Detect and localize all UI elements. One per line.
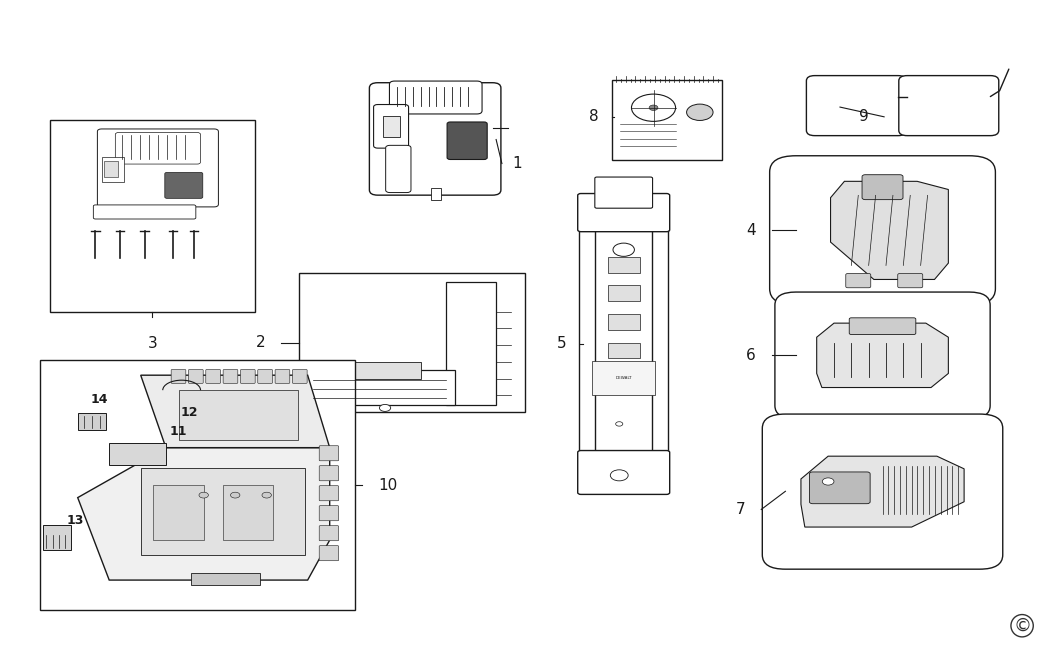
FancyBboxPatch shape xyxy=(257,369,273,384)
FancyBboxPatch shape xyxy=(385,145,411,193)
FancyBboxPatch shape xyxy=(319,526,338,541)
Text: 12: 12 xyxy=(181,406,197,419)
FancyBboxPatch shape xyxy=(806,76,906,136)
FancyBboxPatch shape xyxy=(849,318,916,334)
Circle shape xyxy=(631,94,675,121)
Bar xyxy=(40,360,355,610)
FancyBboxPatch shape xyxy=(319,546,338,561)
Bar xyxy=(109,443,166,465)
Circle shape xyxy=(687,104,713,121)
FancyBboxPatch shape xyxy=(898,273,923,288)
Circle shape xyxy=(822,478,834,485)
Circle shape xyxy=(649,105,658,110)
FancyBboxPatch shape xyxy=(370,82,501,195)
Circle shape xyxy=(231,492,239,498)
Bar xyxy=(608,286,639,301)
Bar xyxy=(153,485,204,540)
Bar xyxy=(191,572,260,585)
Bar xyxy=(611,80,722,160)
Bar xyxy=(592,361,655,395)
FancyBboxPatch shape xyxy=(447,122,487,160)
FancyBboxPatch shape xyxy=(390,81,482,114)
Circle shape xyxy=(610,470,628,481)
Text: 3: 3 xyxy=(147,336,157,351)
Text: 13: 13 xyxy=(67,514,84,527)
Text: 6: 6 xyxy=(747,347,756,363)
Text: 1: 1 xyxy=(512,156,522,171)
Bar xyxy=(78,413,106,430)
FancyBboxPatch shape xyxy=(171,369,186,384)
Bar xyxy=(178,390,298,440)
FancyBboxPatch shape xyxy=(292,369,308,384)
Text: 7: 7 xyxy=(736,502,746,517)
Circle shape xyxy=(615,422,623,426)
FancyBboxPatch shape xyxy=(93,205,195,219)
Bar xyxy=(299,273,525,412)
Bar xyxy=(104,161,119,177)
Bar xyxy=(50,120,255,312)
Polygon shape xyxy=(817,323,948,387)
Bar xyxy=(382,116,399,137)
Text: 5: 5 xyxy=(558,336,567,352)
FancyBboxPatch shape xyxy=(578,193,670,232)
Bar xyxy=(102,157,124,182)
Text: 4: 4 xyxy=(747,223,756,238)
Text: DEWALT: DEWALT xyxy=(615,376,632,380)
Bar xyxy=(652,201,668,487)
Text: 2: 2 xyxy=(256,335,266,350)
Circle shape xyxy=(200,492,208,498)
Text: 14: 14 xyxy=(91,393,108,406)
Polygon shape xyxy=(141,375,330,448)
Bar xyxy=(446,282,496,405)
FancyBboxPatch shape xyxy=(275,369,290,384)
FancyBboxPatch shape xyxy=(319,446,338,461)
Polygon shape xyxy=(831,181,948,280)
Bar xyxy=(430,188,441,200)
FancyBboxPatch shape xyxy=(775,292,990,419)
FancyBboxPatch shape xyxy=(319,506,338,520)
FancyBboxPatch shape xyxy=(374,104,408,148)
FancyBboxPatch shape xyxy=(762,414,1003,569)
Text: 10: 10 xyxy=(378,478,397,493)
FancyBboxPatch shape xyxy=(189,369,204,384)
FancyBboxPatch shape xyxy=(846,273,870,288)
Polygon shape xyxy=(801,456,964,527)
Text: 8: 8 xyxy=(589,109,598,125)
FancyBboxPatch shape xyxy=(770,156,995,305)
FancyBboxPatch shape xyxy=(862,175,903,200)
Circle shape xyxy=(613,243,634,256)
Text: 11: 11 xyxy=(170,425,187,438)
FancyBboxPatch shape xyxy=(594,177,653,208)
Bar xyxy=(309,362,421,378)
Bar xyxy=(608,257,639,273)
FancyBboxPatch shape xyxy=(206,369,220,384)
FancyBboxPatch shape xyxy=(810,472,870,504)
Polygon shape xyxy=(78,448,330,580)
Circle shape xyxy=(261,492,271,498)
FancyBboxPatch shape xyxy=(578,450,670,495)
Bar xyxy=(43,525,71,550)
FancyBboxPatch shape xyxy=(223,369,237,384)
Bar xyxy=(608,343,639,358)
Text: 9: 9 xyxy=(859,109,868,125)
Bar xyxy=(608,314,639,330)
Text: ©: © xyxy=(1013,617,1031,635)
FancyBboxPatch shape xyxy=(319,466,338,481)
FancyBboxPatch shape xyxy=(165,173,203,199)
FancyBboxPatch shape xyxy=(116,132,201,164)
Bar xyxy=(580,201,595,487)
FancyBboxPatch shape xyxy=(319,485,338,501)
Bar xyxy=(223,485,273,540)
FancyBboxPatch shape xyxy=(98,129,218,207)
Bar xyxy=(309,370,455,405)
Circle shape xyxy=(379,404,391,411)
Bar xyxy=(141,468,304,555)
FancyBboxPatch shape xyxy=(899,76,999,136)
FancyBboxPatch shape xyxy=(240,369,255,384)
